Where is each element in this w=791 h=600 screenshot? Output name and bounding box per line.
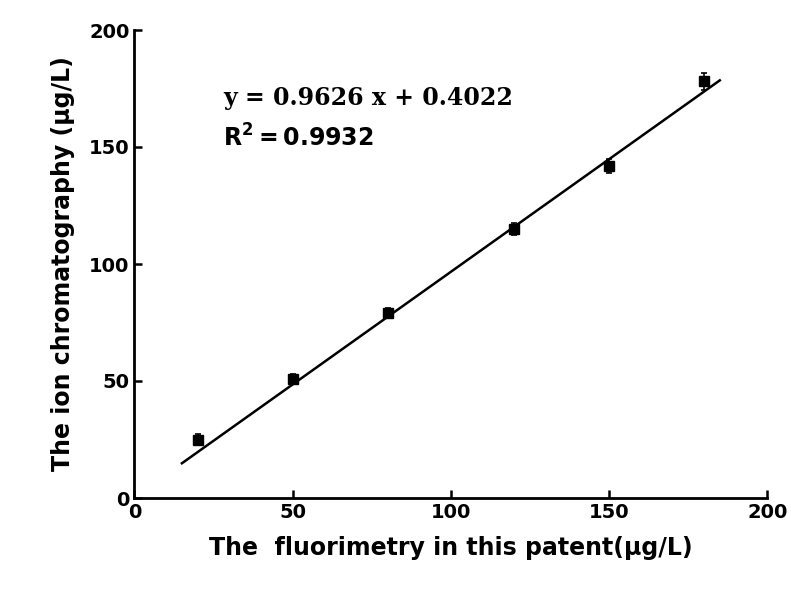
Text: y = 0.9626 x + 0.4022: y = 0.9626 x + 0.4022 [223, 86, 513, 110]
Y-axis label: The ion chromatography (μg/L): The ion chromatography (μg/L) [51, 56, 75, 472]
X-axis label: The  fluorimetry in this patent(μg/L): The fluorimetry in this patent(μg/L) [209, 536, 693, 560]
Text: $\mathbf{R^2}$$\mathbf{ = 0.9932}$: $\mathbf{R^2}$$\mathbf{ = 0.9932}$ [223, 125, 374, 152]
